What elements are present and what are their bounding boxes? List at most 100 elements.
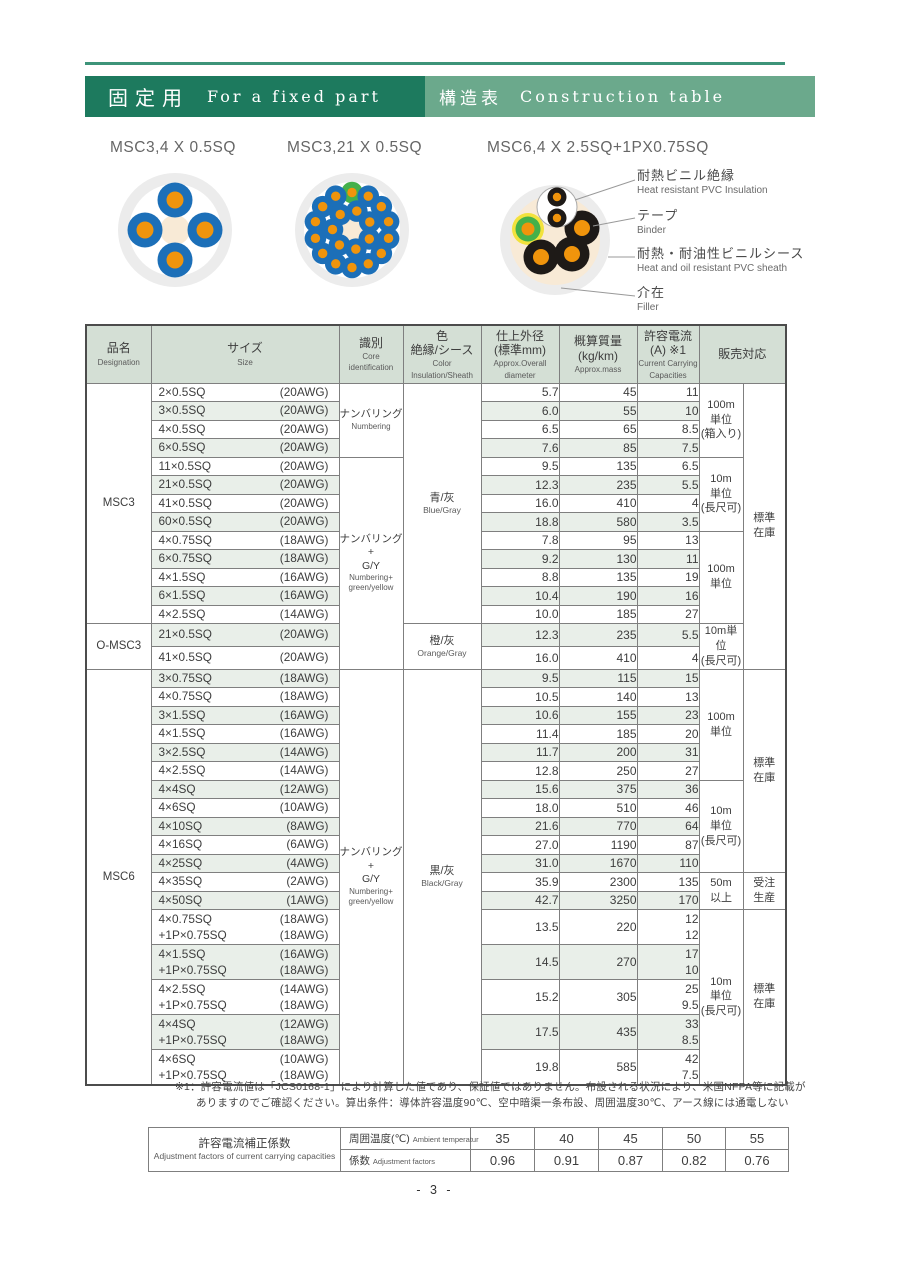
table-row: 4×16SQ (6AWG) 27.0 1190 87	[86, 835, 786, 855]
table-row: 4×0.75SQ (18AWG) 7.8 95 13 100m 単位	[86, 530, 786, 624]
stock-cell: 標準 在庫	[742, 382, 787, 670]
table-row: 11×0.5SQ (20AWG) ナンバリング+ G/Y Numbering+ green…	[86, 456, 786, 670]
current-cell: 5.5	[636, 475, 700, 495]
current-cell: 87	[636, 835, 700, 855]
table-row: 3×0.5SQ (20AWG) 6.0 55 10	[86, 401, 786, 421]
diameter-cell: 9.2	[480, 549, 560, 569]
table-row: 4×0.75SQ (18AWG) +1P×0.75SQ (18AWG) 13.5 220 1…	[86, 909, 787, 1086]
size-cell: 4×2.5SQ (14AWG)	[150, 761, 340, 781]
sales-unit-cell: 100m 単位	[698, 530, 744, 624]
mass-cell: 220	[558, 909, 638, 946]
cable2-conductor	[364, 234, 375, 244]
current-cell: 3.5	[636, 512, 700, 532]
cable2-conductor	[376, 248, 387, 259]
cable2-conductor	[310, 216, 321, 227]
table-row: 4×4SQ (12AWG) +1P×0.75SQ (18AWG) 17.5 435 33 8.…	[86, 1014, 786, 1051]
current-cell: 4	[636, 493, 700, 513]
callout-line	[592, 217, 636, 227]
diameter-cell: 16.0	[480, 493, 560, 513]
size-cell: 4×0.75SQ (18AWG)	[150, 687, 340, 707]
diameter-cell: 7.8	[480, 530, 560, 550]
sales-unit-cell: 100m 単位	[698, 668, 744, 781]
stock-cell: 標準 在庫	[742, 909, 787, 1086]
cable3-conductor	[533, 249, 549, 265]
ambient-temp-label: 周囲温度(℃) Ambient temperatur	[340, 1127, 479, 1150]
callout-insulation: 耐熱ビニル絶縁 Heat resistant PVC Insulation	[637, 168, 768, 196]
mass-cell: 130	[558, 549, 638, 569]
mass-cell: 155	[558, 705, 638, 726]
diameter-cell: 18.8	[480, 512, 560, 532]
table-row: MSC6 3×0.75SQ (18AWG) ナンバリング+ G/Y Numbering+ g…	[85, 668, 787, 1086]
diagram-title-msc6-4: MSC6,4 X 2.5SQ+1PX0.75SQ	[487, 139, 709, 156]
size-cell: 4×10SQ (8AWG)	[150, 816, 340, 837]
color-cell: 黒/灰 Black/Gray	[402, 668, 482, 1086]
mass-cell: 200	[558, 742, 638, 763]
mass-cell: 135	[558, 456, 638, 476]
adjustment-factor-value: 0.82	[662, 1149, 726, 1172]
footnote-line1: ※1：許容電流値は「JCS0168-1」により計算した値であり、保証値ではありま…	[175, 1081, 806, 1093]
table-row: O-MSC3 21×0.5SQ (20AWG) 橙/灰 Orange/Gray 12.3 2…	[85, 623, 786, 670]
cable2-conductor	[365, 217, 375, 227]
footnote-line2: ありますのでご確認ください。算出条件：導体許容温度90℃、空中暗渠一条布設、周囲…	[196, 1097, 789, 1109]
callout-binder: テープ Binder	[637, 208, 679, 236]
size-cell: 4×1.5SQ (16AWG)	[150, 724, 340, 744]
table-row: 4×1.5SQ (16AWG) 11.4 185 20	[86, 724, 786, 744]
size-cell: 2×0.5SQ (20AWG)	[150, 382, 340, 402]
diameter-cell: 12.3	[480, 475, 560, 495]
identification-cell: ナンバリング+ G/Y Numbering+ green/yellow	[338, 456, 404, 670]
current-cell: 135	[636, 872, 700, 892]
table-row: 4×1.5SQ (16AWG) +1P×0.75SQ (18AWG) 14.5 270 17…	[86, 944, 786, 981]
diagram-title-msc3-21: MSC3,21 X 0.5SQ	[287, 139, 423, 156]
size-cell: 4×50SQ (1AWG)	[150, 890, 340, 911]
mass-cell: 2300	[558, 872, 638, 892]
diameter-cell: 16.0	[480, 645, 560, 670]
mass-cell: 1670	[558, 853, 638, 874]
mass-cell: 185	[558, 724, 638, 744]
current-cell: 33 8.5	[636, 1014, 700, 1051]
page-number: - 3 -	[416, 1183, 454, 1197]
current-cell: 31	[636, 742, 700, 763]
diameter-cell: 12.3	[480, 623, 560, 647]
current-cell: 11	[636, 382, 700, 402]
banner-jp-right: 構造表	[439, 89, 502, 109]
col-header: 品名 Designation	[85, 324, 152, 384]
cable2-conductor	[347, 187, 357, 198]
mass-cell: 250	[558, 761, 638, 781]
size-cell: 4×6SQ (10AWG)	[150, 798, 340, 818]
cable2-conductor	[383, 233, 394, 244]
size-cell: 3×2.5SQ (14AWG)	[150, 742, 340, 763]
diameter-cell: 19.8	[480, 1049, 560, 1086]
current-cell: 170	[636, 890, 700, 911]
diagram-title-msc3-4: MSC3,4 X 0.5SQ	[110, 139, 236, 156]
table-row: 4×10SQ (8AWG) 21.6 770 64	[86, 816, 786, 837]
col-header: 色絶縁/シース Color Insulation/Sheath	[402, 324, 482, 384]
table-row: 4×50SQ (1AWG) 42.7 3250 170	[86, 890, 786, 911]
cable2-conductor	[383, 216, 394, 227]
page-banner: 固定用 For a fixed part 構造表 Construction ta…	[85, 76, 815, 117]
cable1-conductor	[166, 191, 184, 209]
mass-cell: 55	[558, 401, 638, 421]
table-row: MSC3 2×0.5SQ (20AWG) ナンバリング Numbering 青/灰 Blue…	[85, 382, 787, 670]
diameter-cell: 13.5	[480, 909, 560, 946]
size-cell: 21×0.5SQ (20AWG)	[150, 475, 340, 495]
diameter-cell: 31.0	[480, 853, 560, 874]
adjustment-factor-value: 0.96	[470, 1149, 535, 1172]
ambient-temp-value: 55	[725, 1127, 789, 1150]
size-cell: 4×0.5SQ (20AWG)	[150, 419, 340, 439]
size-cell: 3×0.5SQ (20AWG)	[150, 401, 340, 421]
identification-cell: ナンバリング Numbering	[338, 382, 404, 458]
current-cell: 12 12	[636, 909, 700, 946]
size-cell: 4×2.5SQ (14AWG)	[150, 604, 340, 624]
size-cell: 21×0.5SQ (20AWG)	[150, 623, 340, 647]
col-header: 仕上外径 (標準mm) Approx.Overall diameter	[480, 324, 560, 384]
diameter-cell: 6.5	[480, 419, 560, 439]
mass-cell: 375	[558, 779, 638, 800]
mass-cell: 235	[558, 623, 638, 647]
adjust-title-en: Adjustment factors of current carrying c…	[153, 1150, 336, 1161]
current-cell: 20	[636, 724, 700, 744]
cable3-conductor	[564, 246, 580, 262]
current-cell: 42 7.5	[636, 1049, 700, 1086]
current-cell: 23	[636, 705, 700, 726]
